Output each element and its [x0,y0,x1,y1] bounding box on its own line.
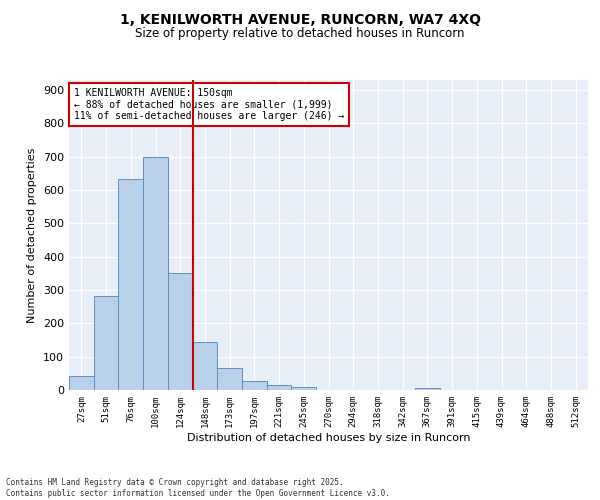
Text: 1, KENILWORTH AVENUE, RUNCORN, WA7 4XQ: 1, KENILWORTH AVENUE, RUNCORN, WA7 4XQ [119,12,481,26]
Bar [69,376,94,390]
Bar [267,385,292,390]
Text: Contains HM Land Registry data © Crown copyright and database right 2025.
Contai: Contains HM Land Registry data © Crown c… [6,478,390,498]
Bar [143,156,168,390]
Bar [94,296,118,390]
Text: Size of property relative to detached houses in Runcorn: Size of property relative to detached ho… [135,28,465,40]
Bar [415,388,440,390]
Bar [118,180,143,390]
X-axis label: Distribution of detached houses by size in Runcorn: Distribution of detached houses by size … [187,432,470,442]
Bar [193,342,217,390]
Bar [292,386,316,390]
Bar [242,380,267,390]
Y-axis label: Number of detached properties: Number of detached properties [28,148,37,322]
Bar [168,272,193,390]
Text: 1 KENILWORTH AVENUE: 150sqm
← 88% of detached houses are smaller (1,999)
11% of : 1 KENILWORTH AVENUE: 150sqm ← 88% of det… [74,88,344,121]
Bar [217,368,242,390]
